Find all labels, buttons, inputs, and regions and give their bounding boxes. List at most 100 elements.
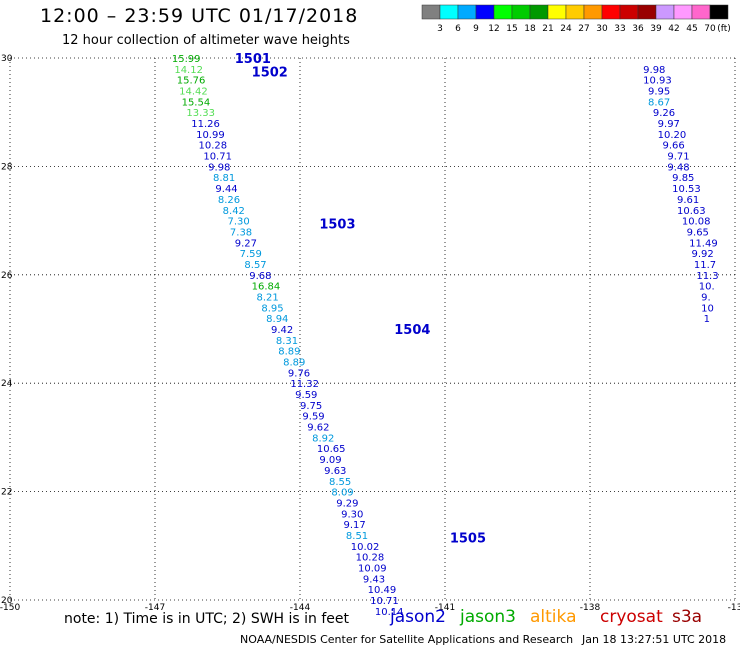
swh-value-label: 10.99 — [196, 130, 225, 141]
track-number-label: 1504 — [394, 323, 430, 338]
colorbar-tick-label: 42 — [668, 24, 679, 34]
colorbar-tick-label: 30 — [596, 24, 608, 34]
swh-value-label: 8.21 — [257, 292, 279, 303]
y-tick-label: 28 — [1, 162, 13, 172]
swh-value-label: 9.27 — [235, 238, 257, 249]
swh-value-label: 15.99 — [172, 54, 201, 65]
swh-value-label: 9.26 — [653, 108, 675, 119]
track-number-label: 1503 — [319, 217, 355, 232]
swh-value-label: 10.65 — [317, 444, 346, 455]
swh-value-label: 9.85 — [672, 173, 694, 184]
swh-value-label: 9.65 — [687, 227, 709, 238]
colorbar-tick-label: 18 — [524, 24, 536, 34]
swh-value-label: 9.92 — [692, 249, 714, 260]
x-tick-label: -144 — [290, 603, 311, 613]
swh-value-label: 9.59 — [302, 412, 324, 423]
swh-value-label: 7.59 — [240, 249, 262, 260]
swh-value-label: 9. — [701, 292, 711, 303]
swh-value-label: 10.49 — [368, 585, 397, 596]
y-tick-label: 30 — [1, 54, 13, 64]
swh-value-label: 11.32 — [290, 379, 319, 390]
swh-value-label: 9.97 — [658, 119, 680, 130]
colorbar-tick-label: 12 — [488, 24, 499, 34]
swh-value-label: 8.67 — [648, 97, 670, 108]
swh-value-label: 8.92 — [312, 433, 334, 444]
swh-value-label: 7.38 — [230, 227, 252, 238]
page-subtitle: 12 hour collection of altimeter wave hei… — [62, 33, 350, 48]
swh-value-label: 15.54 — [182, 97, 211, 108]
x-tick-label: -141 — [435, 603, 455, 613]
swh-value-label: 9.61 — [677, 195, 699, 206]
color-scale-legend: 3 6 9 12 15 18 21 24 27 30 33 36 39 42 45 70 (ft) — [421, 4, 731, 34]
swh-value-label: 9.30 — [341, 509, 363, 520]
colorbar-tick-label: 45 — [686, 24, 697, 34]
footer-note: note: 1) Time is in UTC; 2) SWH is in fe… — [64, 611, 350, 627]
swh-value-label: 10.02 — [351, 542, 380, 553]
colorbar-tick-label: 70 — [704, 24, 716, 34]
swh-value-label: 9.29 — [336, 498, 358, 509]
track-number-label: 1505 — [450, 532, 486, 547]
swh-value-label: 7.30 — [228, 217, 250, 228]
swh-value-label: 10.53 — [672, 184, 701, 195]
y-tick-label: 22 — [1, 488, 12, 498]
swh-value-label: 10.71 — [370, 596, 399, 607]
swh-value-label: 9.09 — [319, 455, 341, 466]
swh-value-label: 13.33 — [186, 108, 215, 119]
legend-cryosat: cryosat — [600, 607, 663, 627]
swh-value-label: 15.76 — [177, 76, 206, 87]
swh-value-label: 8.55 — [329, 477, 351, 488]
swh-value-label: 8.81 — [213, 173, 235, 184]
y-tick-label: 24 — [1, 379, 13, 389]
page-title: 12:00 – 23:59 UTC 01/17/2018 — [40, 5, 359, 27]
colorbar-tick-label: 36 — [632, 24, 644, 34]
swh-value-label: 10.93 — [643, 76, 672, 87]
colorbar-tick-label: 39 — [650, 24, 662, 34]
colorbar-tick-label: 33 — [614, 24, 625, 34]
swh-value-label: 10.20 — [658, 130, 687, 141]
y-tick-label: 26 — [1, 271, 13, 281]
swh-value-label: 9.63 — [324, 466, 346, 477]
timestamp: Jan 18 13:27:51 UTC 2018 — [582, 633, 727, 646]
swh-value-label: 9.68 — [249, 271, 271, 282]
swh-value-label: 10.09 — [358, 563, 387, 574]
swh-value-label: 9.43 — [363, 574, 385, 585]
legend-jason2: jason2 — [390, 607, 446, 627]
swh-value-label: 10 — [701, 303, 714, 314]
swh-value-label: 11.7 — [694, 260, 716, 271]
swh-value-label: 8.51 — [346, 531, 368, 542]
swh-value-label: 9.98 — [208, 162, 230, 173]
swh-value-label: 8.89 — [278, 347, 300, 358]
legend-altika: altika — [530, 607, 577, 627]
swh-value-label: 9.98 — [643, 65, 665, 76]
colorbar-swatch — [709, 4, 729, 20]
swh-value-label: 8.26 — [218, 195, 240, 206]
swh-value-label: 9.44 — [215, 184, 237, 195]
colorbar-tick-label: 15 — [506, 24, 517, 34]
x-tick-label: -150 — [0, 603, 20, 613]
swh-value-label: 10.63 — [677, 206, 706, 217]
swh-value-label: 8.95 — [261, 303, 283, 314]
track-number-label: 1502 — [252, 66, 288, 81]
swh-value-label: 8.89 — [283, 358, 305, 369]
swh-value-label: 8.31 — [276, 336, 298, 347]
swh-value-label: 14.12 — [174, 65, 203, 76]
swh-value-label: 11.3 — [696, 271, 718, 282]
swh-value-label: 9.17 — [344, 520, 366, 531]
swh-value-label: 10.71 — [203, 152, 232, 163]
swh-value-label: 10. — [699, 282, 715, 293]
track-number-label: 1501 — [235, 52, 271, 67]
swh-value-label: 16.84 — [252, 282, 281, 293]
swh-value-label: 11.49 — [689, 238, 718, 249]
swh-value-label: 9.62 — [307, 423, 329, 434]
swh-value-label: 9.66 — [663, 141, 685, 152]
swh-value-label: 8.57 — [244, 260, 266, 271]
swh-value-label: 9.76 — [288, 368, 310, 379]
swh-value-label: 9.48 — [667, 162, 689, 173]
colorbar-unit: (ft) — [717, 24, 731, 34]
colorbar-tick-label: 6 — [455, 24, 461, 34]
swh-value-label: 10.28 — [199, 141, 228, 152]
swh-value-label: 9.75 — [300, 401, 322, 412]
colorbar-tick-label: 3 — [437, 24, 443, 34]
swh-value-label: 11.26 — [191, 119, 220, 130]
